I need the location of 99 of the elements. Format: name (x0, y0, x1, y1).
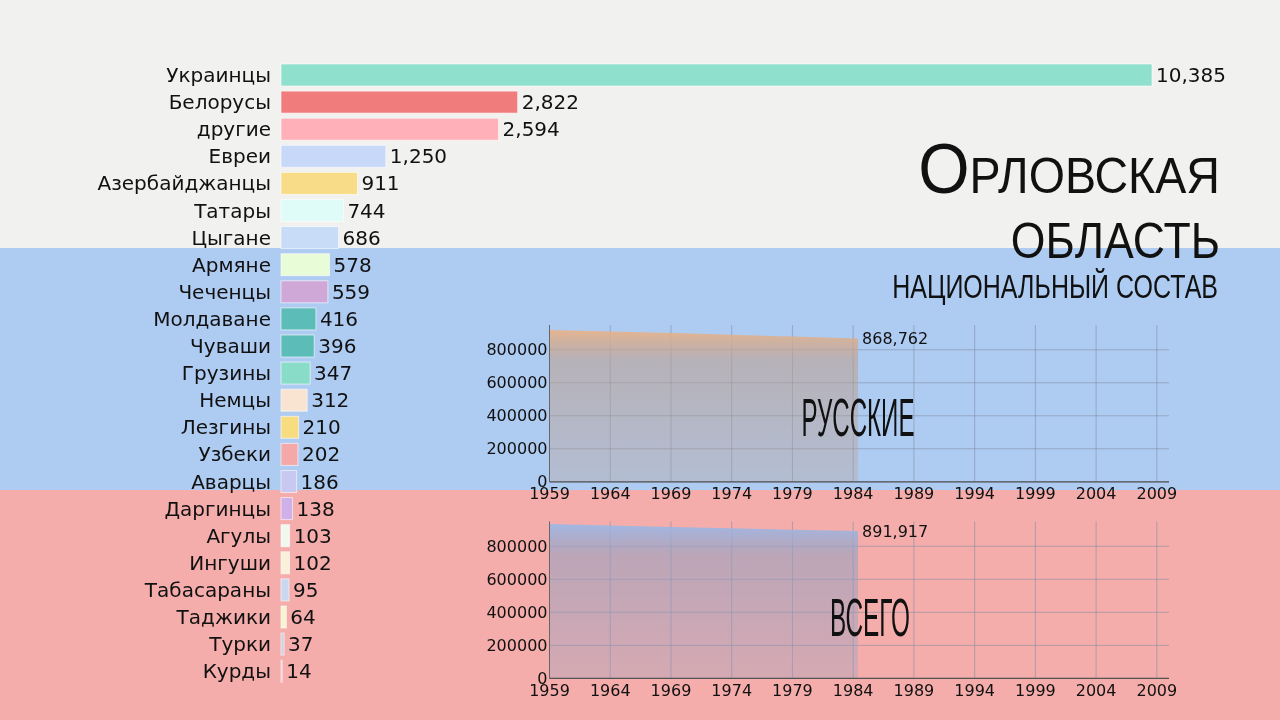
data-label: 95 (292, 577, 319, 602)
y-tick-label: Аварцы (191, 469, 271, 494)
data-label: 37 (288, 632, 314, 657)
y-tick-label: Азербайджанцы (97, 171, 271, 196)
data-label: 347 (314, 361, 353, 386)
y-tick-label: 800000 (486, 536, 548, 556)
y-tick-label: Турки (208, 632, 271, 657)
data-label: 138 (296, 496, 335, 521)
bar (280, 605, 287, 629)
data-label: 578 (333, 252, 372, 277)
x-tick-label: 1964 (589, 484, 631, 504)
y-tick-label: Агулы (206, 523, 271, 548)
y-tick-label: Чуваши (190, 334, 271, 358)
bar (280, 144, 387, 168)
data-label: 186 (300, 469, 339, 494)
data-label: 744 (347, 198, 386, 223)
data-label: 312 (311, 388, 350, 413)
data-label: 210 (302, 415, 341, 440)
bar (280, 226, 340, 250)
bar (280, 90, 519, 114)
data-label: 891,917 (862, 521, 929, 541)
x-tick-label: 1999 (1015, 484, 1056, 504)
y-tick-label: Белорусы (168, 90, 271, 115)
bar (280, 334, 315, 358)
bar (280, 307, 317, 331)
y-tick-label: Таджики (175, 605, 271, 629)
y-tick-label: 400000 (486, 406, 548, 426)
bar (280, 442, 299, 466)
y-tick-label: 200000 (486, 439, 548, 459)
data-label: 2,594 (502, 117, 560, 142)
text: ВСЕГО (830, 587, 910, 648)
data-label: 10,385 (1156, 63, 1226, 87)
y-tick-label: Табасараны (143, 577, 271, 602)
data-label: 396 (318, 334, 357, 358)
bar (280, 524, 291, 548)
y-tick-label: Лезгины (180, 415, 271, 440)
y-tick-label: 800000 (486, 340, 548, 360)
data-label: 559 (331, 279, 371, 304)
x-tick-label: 1974 (711, 484, 753, 504)
bar (280, 497, 294, 521)
x-tick-label: 1964 (589, 680, 631, 700)
x-tick-label: 1989 (893, 680, 935, 700)
bar (280, 253, 330, 277)
bar (280, 280, 329, 304)
bar (280, 632, 285, 656)
x-tick-label: 1984 (832, 680, 874, 700)
data-label: 416 (319, 306, 359, 331)
x-tick-label: 2004 (1075, 680, 1117, 700)
x-tick-label: 1989 (893, 484, 935, 504)
x-tick-label: 1999 (1015, 680, 1056, 700)
y-tick-label: Татары (193, 198, 271, 223)
data-label: 686 (342, 225, 381, 250)
x-tick-label: 1979 (772, 680, 813, 700)
y-tick-label: 200000 (486, 635, 548, 655)
bar (280, 388, 308, 412)
y-tick-label: Чеченцы (178, 279, 271, 304)
x-tick-label: 2004 (1075, 484, 1117, 504)
bar (280, 578, 290, 602)
data-label: 14 (286, 659, 312, 684)
data-label: 64 (290, 605, 316, 629)
data-label: 868,762 (862, 328, 929, 348)
y-tick-label: Немцы (199, 388, 271, 413)
data-label: 202 (301, 442, 341, 467)
bar (280, 361, 311, 385)
y-tick-label: Молдаване (153, 306, 271, 331)
y-tick-label: Ингуши (189, 550, 271, 575)
x-tick-label: 2009 (1136, 680, 1178, 700)
x-tick-label: 1979 (772, 484, 813, 504)
y-tick-label: Узбеки (198, 442, 271, 467)
y-tick-label: Армяне (192, 252, 271, 277)
y-tick-label: Даргинцы (164, 496, 271, 521)
data-label: 102 (293, 550, 332, 575)
x-tick-label: 1984 (832, 484, 874, 504)
x-tick-label: 2009 (1136, 484, 1178, 504)
y-tick-label: 400000 (486, 602, 548, 622)
bar (280, 415, 300, 439)
data-label: 911 (361, 171, 400, 196)
bar (280, 63, 1153, 87)
y-tick-label: другие (196, 117, 271, 142)
y-tick-label: Грузины (181, 361, 271, 386)
data-label: 103 (293, 523, 332, 548)
y-tick-label: Цыгане (191, 225, 271, 250)
y-tick-label: Украинцы (166, 63, 271, 87)
bar (280, 171, 358, 195)
y-tick-label: Курды (202, 659, 271, 684)
y-tick-label: 600000 (486, 569, 548, 589)
bar (280, 117, 500, 141)
data-label: 2,822 (521, 90, 579, 115)
bar (280, 470, 298, 493)
x-tick-label: 1969 (650, 680, 692, 700)
text: РУССКИЕ (801, 386, 915, 448)
x-tick-label: 1969 (650, 484, 692, 504)
y-tick-label: 600000 (486, 373, 548, 393)
y-tick-label: Евреи (208, 144, 271, 169)
bar (280, 551, 291, 575)
data-label: 1,250 (389, 144, 448, 169)
x-tick-label: 1994 (954, 680, 996, 700)
x-tick-label: 1974 (711, 680, 753, 700)
x-tick-label: 1994 (954, 484, 996, 504)
